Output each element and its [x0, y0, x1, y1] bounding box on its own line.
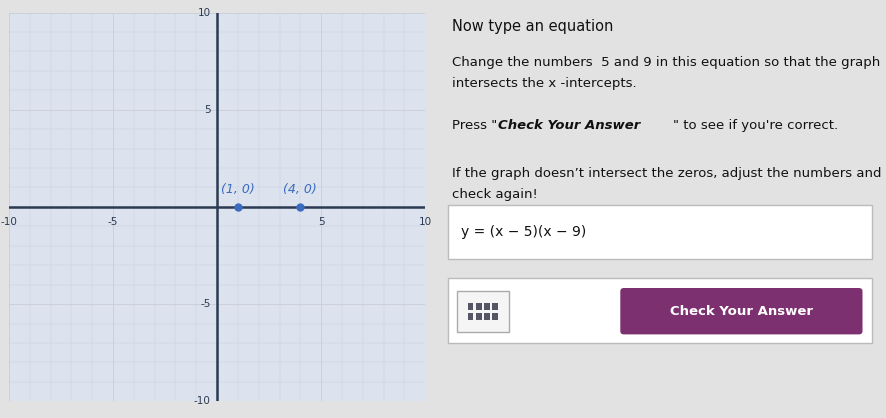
- Text: -10: -10: [194, 396, 211, 406]
- Text: 10: 10: [198, 8, 211, 18]
- Text: Press ": Press ": [452, 119, 497, 132]
- Bar: [468, 313, 473, 320]
- Text: " to see if you're correct.: " to see if you're correct.: [673, 119, 838, 132]
- Text: (1, 0): (1, 0): [221, 183, 255, 196]
- FancyBboxPatch shape: [457, 291, 509, 332]
- Bar: [476, 303, 482, 310]
- FancyBboxPatch shape: [447, 205, 873, 259]
- Bar: [492, 313, 498, 320]
- Text: y = (x − 5)(x − 9): y = (x − 5)(x − 9): [462, 225, 587, 239]
- Bar: [476, 313, 482, 320]
- Text: 5: 5: [204, 105, 211, 115]
- Text: Check Your Answer: Check Your Answer: [670, 305, 812, 318]
- Text: If the graph doesn’t intersect the zeros, adjust the numbers and: If the graph doesn’t intersect the zeros…: [452, 167, 882, 180]
- Text: Now type an equation: Now type an equation: [452, 19, 614, 34]
- Bar: [484, 303, 490, 310]
- Text: (4, 0): (4, 0): [284, 183, 317, 196]
- Text: intersects the x -intercepts.: intersects the x -intercepts.: [452, 77, 637, 90]
- Bar: [484, 313, 490, 320]
- Text: 5: 5: [318, 217, 324, 227]
- FancyBboxPatch shape: [620, 288, 862, 334]
- Text: Change the numbers  5 and 9 in this equation so that the graph: Change the numbers 5 and 9 in this equat…: [452, 56, 881, 69]
- Bar: [468, 303, 473, 310]
- Text: 10: 10: [419, 217, 431, 227]
- Bar: [492, 303, 498, 310]
- Text: Check Your Answer: Check Your Answer: [498, 119, 641, 132]
- Text: -5: -5: [108, 217, 118, 227]
- FancyBboxPatch shape: [447, 278, 873, 343]
- Text: -5: -5: [200, 299, 211, 309]
- Text: -10: -10: [0, 217, 18, 227]
- Text: check again!: check again!: [452, 188, 538, 201]
